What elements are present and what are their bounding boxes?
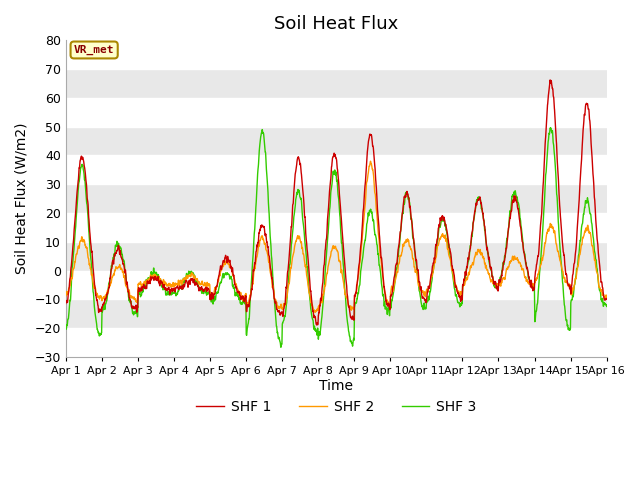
Bar — [66, 213, 607, 242]
Bar — [66, 127, 607, 156]
SHF 3 — [62, 324, 70, 330]
SHF 2 — [159, 279, 167, 285]
SHF 2 — [488, 278, 496, 284]
SHF 1 — [602, 296, 610, 301]
Bar — [66, 98, 607, 127]
SHF 2 — [602, 292, 610, 298]
SHF 2 — [603, 296, 611, 301]
SHF 1 — [428, 271, 435, 277]
Y-axis label: Soil Heat Flux (W/m2): Soil Heat Flux (W/m2) — [15, 123, 29, 275]
Bar — [66, 271, 607, 300]
SHF 1 — [488, 274, 496, 279]
SHF 1 — [547, 77, 554, 83]
SHF 3 — [428, 280, 435, 286]
Bar — [66, 40, 607, 69]
SHF 2 — [316, 303, 324, 309]
SHF 2 — [62, 293, 70, 299]
SHF 3 — [316, 332, 324, 337]
SHF 3 — [458, 302, 465, 308]
SHF 1 — [458, 293, 465, 299]
Title: Soil Heat Flux: Soil Heat Flux — [274, 15, 398, 33]
Text: VR_met: VR_met — [74, 45, 115, 55]
Bar — [66, 328, 607, 357]
Legend: SHF 1, SHF 2, SHF 3: SHF 1, SHF 2, SHF 3 — [190, 395, 482, 420]
SHF 1 — [603, 296, 611, 302]
Line: SHF 2: SHF 2 — [66, 161, 607, 312]
Bar — [66, 156, 607, 184]
SHF 1 — [159, 285, 167, 290]
SHF 3 — [277, 345, 285, 350]
Bar — [66, 69, 607, 98]
SHF 3 — [603, 303, 611, 309]
SHF 3 — [547, 125, 554, 131]
Line: SHF 1: SHF 1 — [66, 80, 607, 325]
SHF 3 — [159, 287, 167, 293]
SHF 1 — [316, 303, 324, 309]
Line: SHF 3: SHF 3 — [66, 128, 607, 348]
X-axis label: Time: Time — [319, 379, 353, 393]
Bar — [66, 242, 607, 271]
SHF 1 — [62, 300, 70, 306]
SHF 2 — [367, 158, 374, 164]
SHF 2 — [458, 292, 465, 298]
Bar — [66, 300, 607, 328]
Bar — [66, 184, 607, 213]
SHF 3 — [602, 301, 610, 307]
SHF 2 — [311, 310, 319, 315]
SHF 3 — [488, 274, 496, 279]
SHF 1 — [313, 322, 321, 328]
SHF 2 — [428, 274, 435, 279]
